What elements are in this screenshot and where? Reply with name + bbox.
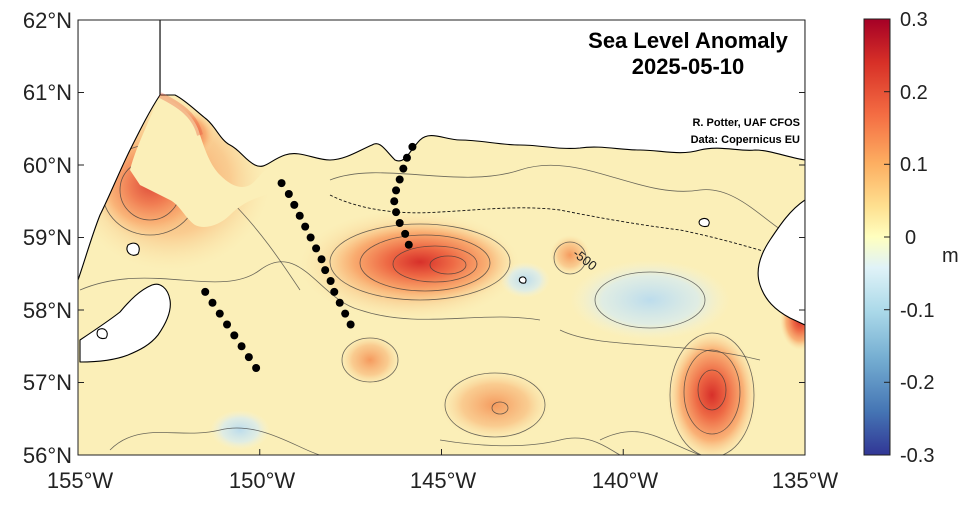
land (78, 20, 805, 363)
colorbar-unit: m (942, 245, 959, 267)
cool-patch (570, 260, 730, 340)
station-dot (346, 320, 355, 329)
station-dot (252, 364, 261, 372)
credit-data-source: Data: Copernicus EU (691, 134, 800, 146)
warm-patch (550, 235, 590, 275)
station-dot (408, 142, 417, 151)
contour-lines (79, 144, 801, 455)
colorbar-tick-labels: 0.3 0.2 0.1 0 -0.1 -0.2 -0.3 (900, 9, 934, 467)
station-dots (201, 142, 417, 372)
station-dot (392, 208, 401, 217)
lat-label: 58°N (23, 298, 72, 323)
station-dot (402, 153, 411, 162)
station-dot (230, 331, 239, 340)
station-dot (301, 222, 310, 231)
latitude-labels: 62°N 61°N 60°N 59°N 58°N 57°N 56°N (23, 8, 72, 468)
colorbar-tick-label: 0.3 (900, 9, 928, 31)
high-anomaly-eddy (667, 330, 757, 455)
station-dot (390, 197, 399, 206)
lon-label: 135°W (772, 468, 839, 493)
colorbar-ticks (884, 18, 890, 456)
lon-label: 150°W (229, 468, 296, 493)
colorbar-tick-label: 0.1 (900, 154, 928, 176)
lat-label: 56°N (23, 443, 72, 468)
lat-label: 61°N (23, 80, 72, 105)
station-dot (404, 240, 413, 249)
station-dot (312, 244, 321, 253)
station-dot (401, 229, 410, 238)
anomaly-field (78, 20, 805, 455)
station-dot (330, 287, 339, 296)
station-dot (321, 266, 330, 275)
lat-label: 57°N (23, 370, 72, 395)
station-dot (341, 309, 350, 318)
lat-label: 60°N (23, 153, 72, 178)
colorbar-tick-label: -0.1 (900, 300, 934, 322)
colorbar-tick-label: -0.3 (900, 445, 934, 467)
lon-label: 140°W (592, 468, 659, 493)
station-dot (295, 211, 304, 220)
station-dot (395, 219, 404, 227)
station-dot (223, 320, 232, 329)
lat-label: 62°N (23, 8, 72, 33)
station-dot (244, 353, 253, 362)
station-dot (284, 190, 293, 198)
station-dot (201, 287, 210, 296)
station-dot (237, 342, 246, 351)
station-dot (392, 186, 401, 195)
warm-patch (340, 335, 400, 385)
map-title: Sea Level Anomaly (588, 28, 788, 53)
station-dot (317, 255, 326, 264)
station-dot (399, 164, 408, 173)
station-dot (290, 200, 299, 209)
high-anomaly-eddy (325, 220, 515, 304)
lat-label: 59°N (23, 225, 72, 250)
station-dot (395, 175, 404, 184)
colorbar-tick-label: 0.2 (900, 82, 928, 104)
station-dot (277, 179, 286, 188)
longitude-labels: 155°W 150°W 145°W 140°W 135°W (47, 468, 839, 493)
station-dot (335, 298, 344, 307)
colorbar-tick-label: -0.2 (900, 372, 934, 394)
station-dot (326, 277, 335, 285)
credit-author: R. Potter, UAF CFOS (692, 117, 800, 129)
station-dot (208, 298, 217, 307)
map-date: 2025-05-10 (632, 54, 745, 79)
station-dot (306, 233, 315, 242)
axis-ticks (78, 19, 805, 455)
lon-label: 155°W (47, 468, 114, 493)
coastal-anomaly-fringe (158, 92, 203, 136)
warm-patch (440, 370, 550, 440)
colorbar-tick-label: 0 (905, 227, 916, 249)
lon-label: 145°W (410, 468, 477, 493)
cool-patch (210, 410, 270, 450)
bathymetry-500m-contour (329, 194, 801, 263)
station-dot (215, 309, 224, 318)
